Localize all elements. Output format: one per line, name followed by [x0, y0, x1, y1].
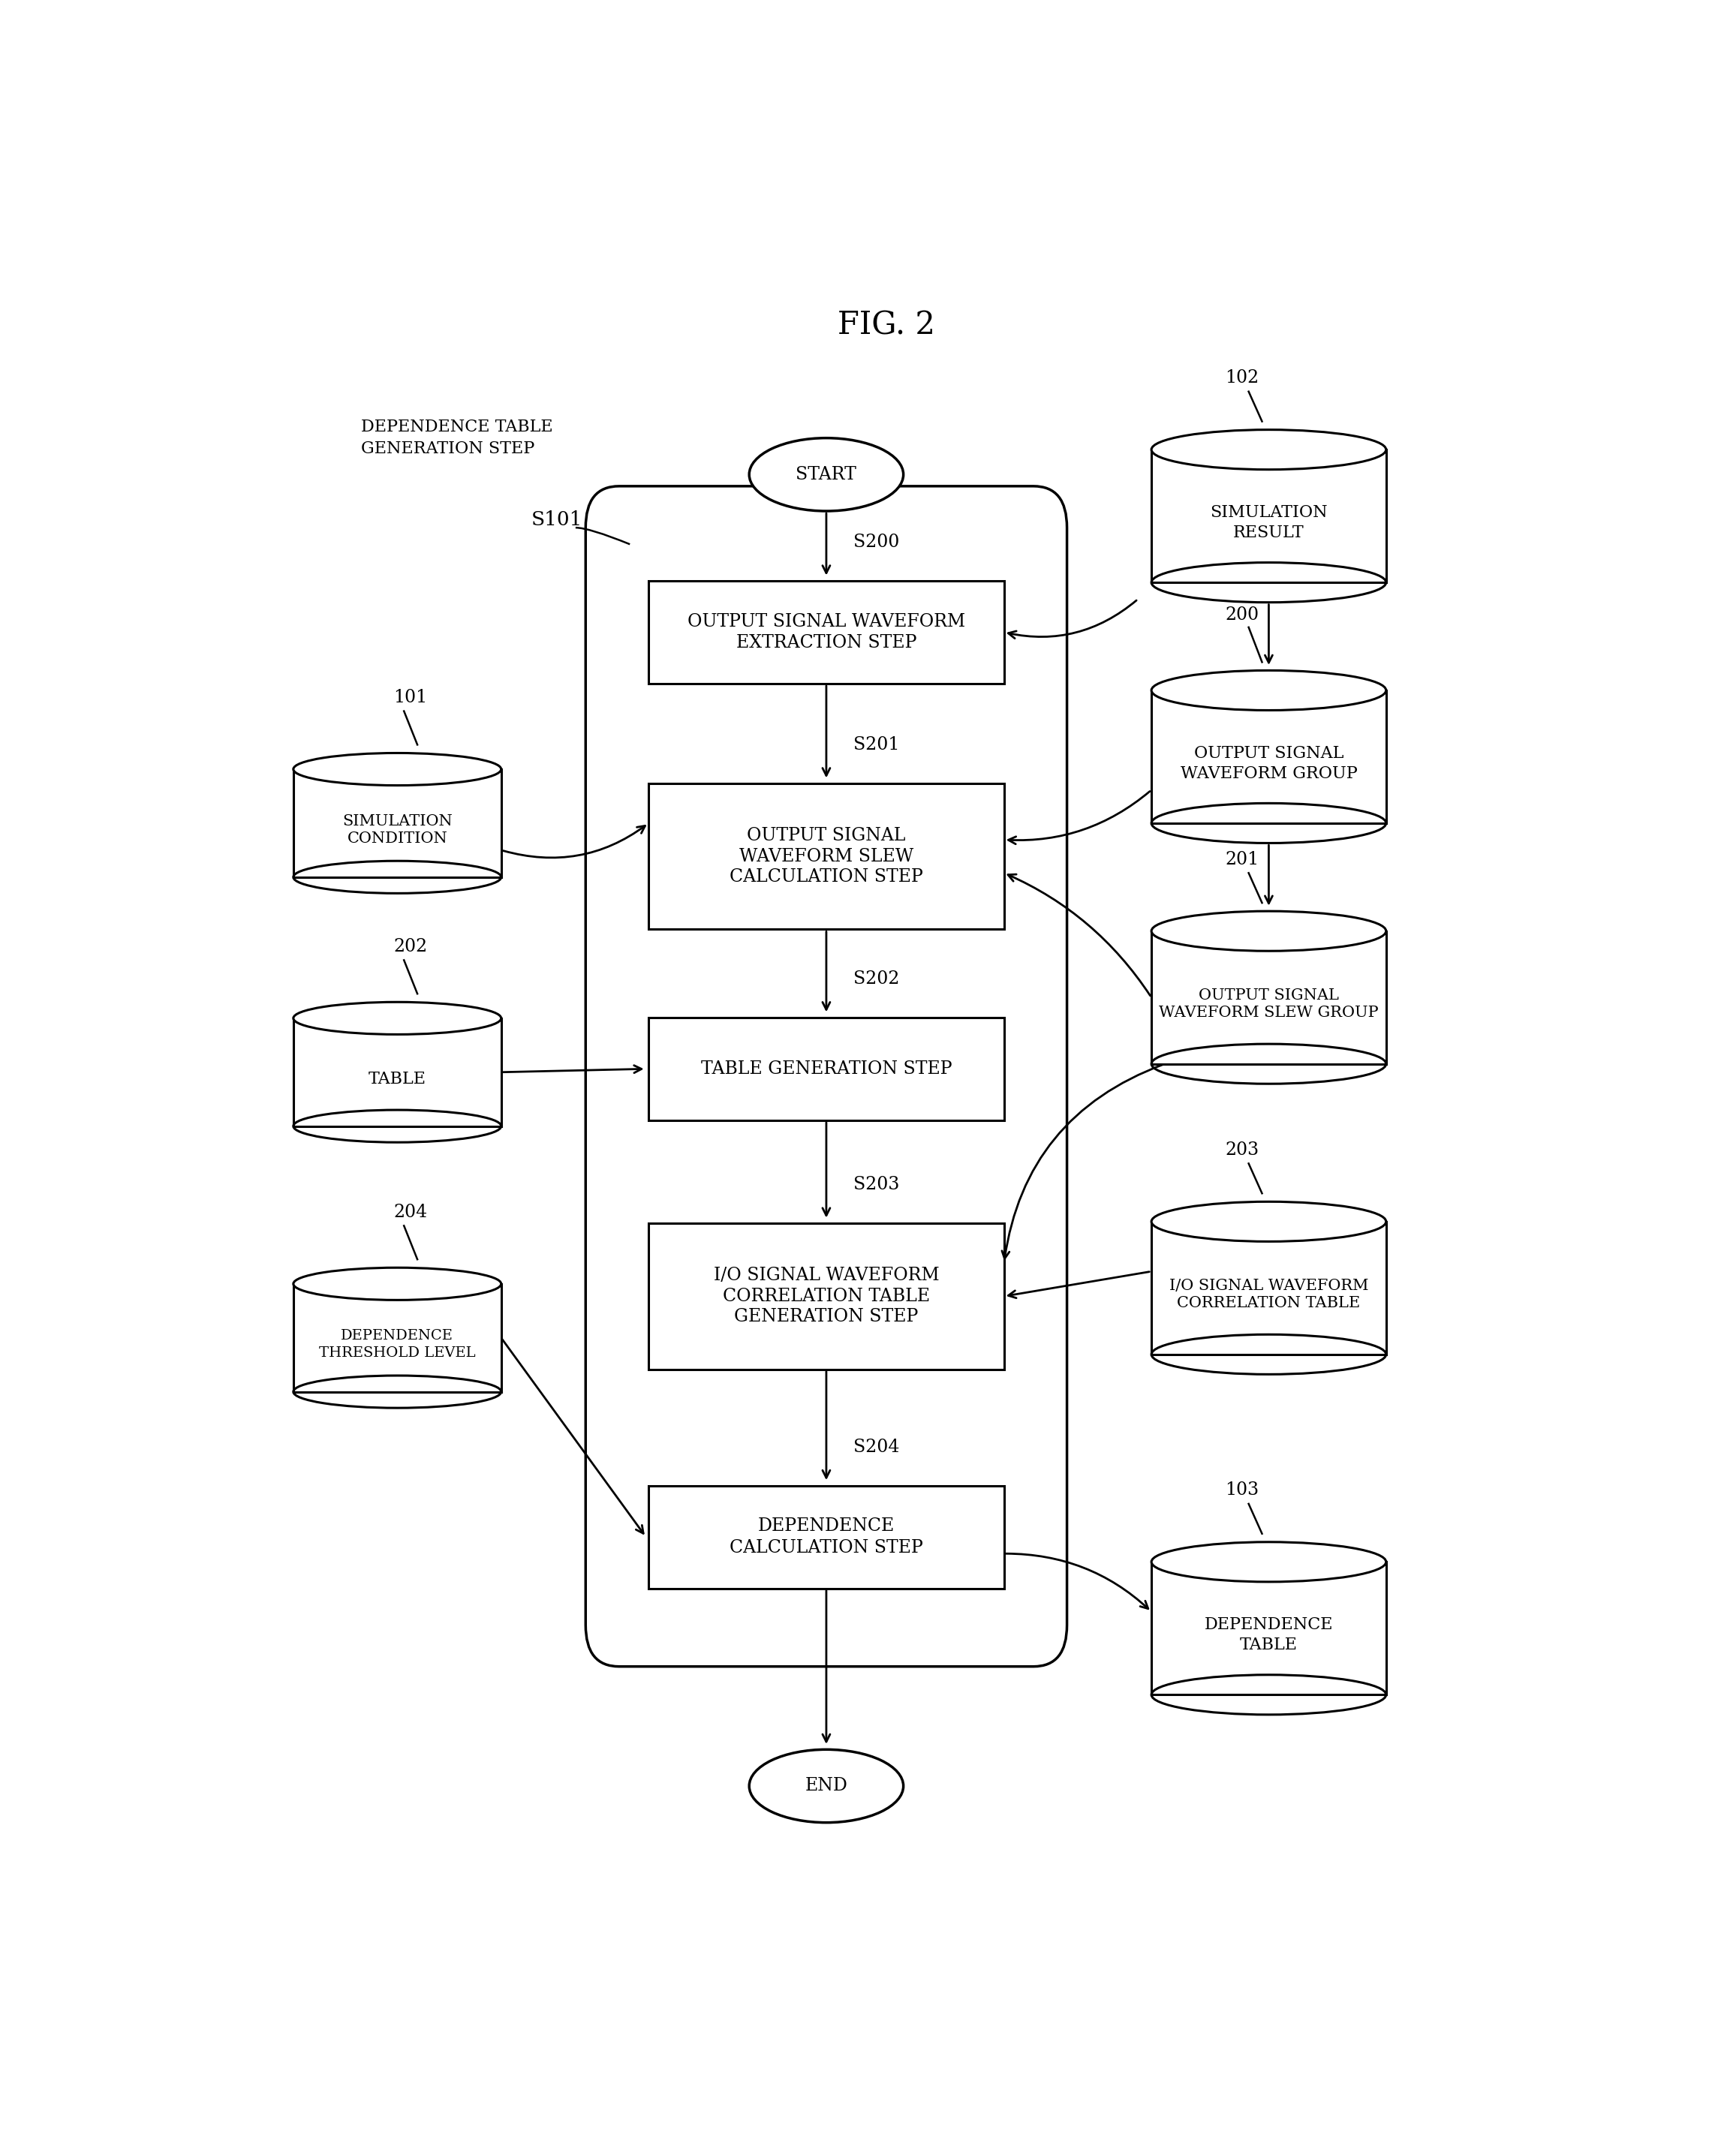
Bar: [649, 1485, 1003, 1589]
Text: SIMULATION
RESULT: SIMULATION RESULT: [1209, 505, 1327, 541]
Text: DEPENDENCE
THRESHOLD LEVEL: DEPENDENCE THRESHOLD LEVEL: [318, 1330, 476, 1360]
Text: 103: 103: [1225, 1481, 1259, 1498]
Bar: [649, 1018, 1003, 1121]
Ellipse shape: [749, 1749, 903, 1822]
Text: START: START: [796, 466, 856, 483]
Bar: [649, 783, 1003, 929]
Text: S101: S101: [531, 511, 583, 528]
Text: OUTPUT SIGNAL
WAVEFORM SLEW GROUP: OUTPUT SIGNAL WAVEFORM SLEW GROUP: [1159, 987, 1379, 1020]
Text: FIG. 2: FIG. 2: [837, 308, 936, 341]
Text: S201: S201: [853, 735, 900, 752]
FancyBboxPatch shape: [294, 1018, 502, 1125]
FancyBboxPatch shape: [294, 1283, 502, 1393]
Ellipse shape: [1152, 1201, 1386, 1242]
Text: S203: S203: [853, 1177, 900, 1194]
Text: TABLE GENERATION STEP: TABLE GENERATION STEP: [701, 1061, 952, 1078]
Ellipse shape: [1152, 1542, 1386, 1583]
Text: 204: 204: [394, 1203, 427, 1220]
Text: OUTPUT SIGNAL
WAVEFORM GROUP: OUTPUT SIGNAL WAVEFORM GROUP: [1180, 746, 1358, 783]
Text: DEPENDENCE TABLE
GENERATION STEP: DEPENDENCE TABLE GENERATION STEP: [362, 418, 554, 457]
Text: DEPENDENCE
TABLE: DEPENDENCE TABLE: [1204, 1617, 1334, 1654]
Text: 200: 200: [1225, 606, 1259, 623]
Text: S204: S204: [853, 1438, 900, 1455]
Text: 102: 102: [1225, 369, 1259, 386]
Ellipse shape: [749, 438, 903, 511]
Text: OUTPUT SIGNAL WAVEFORM
EXTRACTION STEP: OUTPUT SIGNAL WAVEFORM EXTRACTION STEP: [687, 612, 965, 651]
Ellipse shape: [294, 1003, 502, 1035]
FancyBboxPatch shape: [1152, 1561, 1386, 1695]
FancyBboxPatch shape: [1152, 451, 1386, 582]
Text: DEPENDENCE
CALCULATION STEP: DEPENDENCE CALCULATION STEP: [730, 1518, 924, 1557]
Bar: [649, 580, 1003, 683]
Text: OUTPUT SIGNAL
WAVEFORM SLEW
CALCULATION STEP: OUTPUT SIGNAL WAVEFORM SLEW CALCULATION …: [730, 828, 924, 886]
Text: 203: 203: [1225, 1141, 1259, 1158]
Text: S202: S202: [853, 970, 900, 987]
FancyBboxPatch shape: [1152, 1222, 1386, 1354]
Text: I/O SIGNAL WAVEFORM
CORRELATION TABLE: I/O SIGNAL WAVEFORM CORRELATION TABLE: [1169, 1279, 1368, 1311]
Text: END: END: [804, 1777, 848, 1794]
Text: 202: 202: [394, 938, 427, 955]
Ellipse shape: [1152, 671, 1386, 709]
Bar: [649, 1222, 1003, 1369]
Text: 101: 101: [394, 690, 427, 707]
Text: I/O SIGNAL WAVEFORM
CORRELATION TABLE
GENERATION STEP: I/O SIGNAL WAVEFORM CORRELATION TABLE GE…: [713, 1268, 939, 1326]
Text: S200: S200: [853, 535, 900, 552]
Ellipse shape: [294, 1268, 502, 1300]
FancyBboxPatch shape: [294, 770, 502, 877]
Text: SIMULATION
CONDITION: SIMULATION CONDITION: [343, 813, 452, 845]
Ellipse shape: [1152, 429, 1386, 470]
Ellipse shape: [294, 752, 502, 785]
Text: TABLE: TABLE: [368, 1072, 426, 1087]
Ellipse shape: [1152, 912, 1386, 951]
FancyBboxPatch shape: [1152, 690, 1386, 824]
Text: 201: 201: [1225, 852, 1259, 869]
FancyBboxPatch shape: [1152, 931, 1386, 1063]
